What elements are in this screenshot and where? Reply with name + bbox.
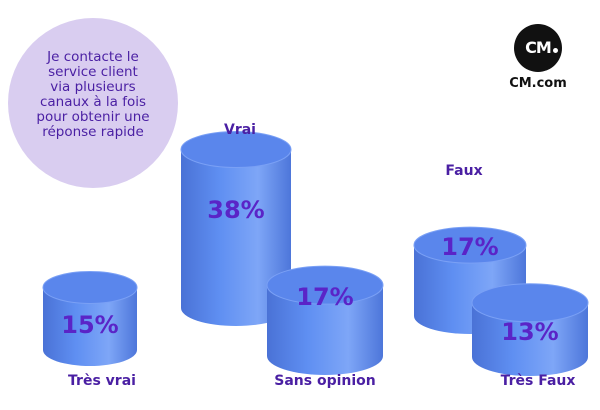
cylinder-top-2 — [266, 265, 384, 305]
cylinder-body-4 — [472, 302, 588, 376]
value-label-3: 17% — [441, 233, 498, 261]
cylinder-4: 13% — [471, 283, 589, 376]
question-bubble — [8, 18, 178, 188]
cylinder-top-1 — [180, 131, 292, 169]
category-label-4: Très Faux — [500, 373, 576, 389]
cylinder-body-1 — [181, 149, 291, 326]
question-line-4: canaux à la fois — [39, 94, 147, 110]
cylinder-body-0 — [43, 287, 137, 366]
question-line-2: service client — [48, 64, 138, 80]
category-label-0: Très vrai — [68, 373, 136, 389]
value-label-0: 15% — [61, 311, 118, 339]
category-label-2: Sans opinion — [274, 373, 376, 389]
question-line-1: Je contacte le — [47, 49, 139, 65]
category-label-1: Vrai — [224, 122, 256, 138]
question-line-6: réponse rapide — [42, 124, 144, 140]
logo-mark: CM — [525, 38, 552, 57]
cylinder-top-3 — [413, 226, 527, 264]
cylinder-body-2 — [267, 285, 383, 375]
value-label-1: 38% — [207, 196, 264, 224]
question-line-5: pour obtenir une — [36, 109, 150, 125]
value-label-4: 13% — [501, 318, 558, 346]
cylinder-top-4 — [471, 283, 589, 323]
question-text: Je contacte le service client via plusie… — [8, 50, 178, 140]
category-label-3: Faux — [445, 163, 483, 179]
cylinder-1: 38% — [180, 131, 292, 326]
logo-dot-icon — [553, 48, 558, 53]
logo-name: CM.com — [509, 76, 567, 91]
cylinder-0: 15% — [42, 270, 138, 366]
value-label-2: 17% — [296, 283, 353, 311]
question-line-3: via plusieurs — [50, 79, 136, 95]
cylinder-top-0 — [42, 270, 138, 304]
cylinder-2: 17% — [266, 265, 384, 375]
